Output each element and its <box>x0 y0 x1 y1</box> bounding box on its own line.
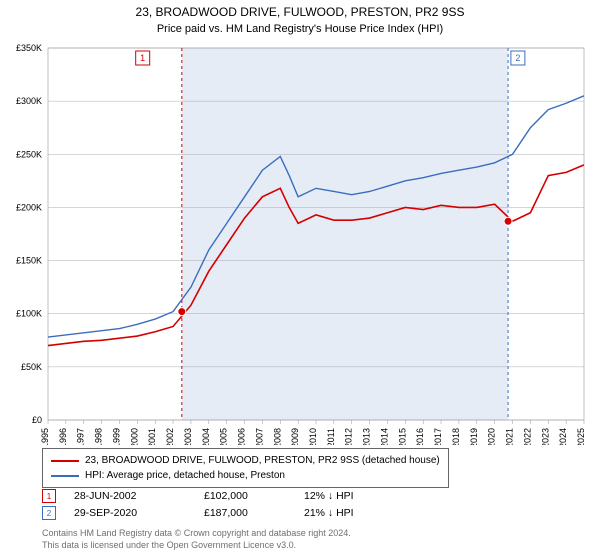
legend-row: HPI: Average price, detached house, Pres… <box>51 468 440 483</box>
legend-swatch-blue <box>51 475 79 477</box>
svg-text:1: 1 <box>140 53 145 63</box>
svg-text:2024: 2024 <box>558 428 568 445</box>
price-chart: 23, BROADWOOD DRIVE, FULWOOD, PRESTON, P… <box>0 0 600 445</box>
footer-line2: This data is licensed under the Open Gov… <box>42 540 351 552</box>
svg-text:2000: 2000 <box>129 428 139 445</box>
svg-text:2011: 2011 <box>326 428 336 445</box>
sale-row: 1 28-JUN-2002 £102,000 12% ↓ HPI <box>42 489 394 503</box>
sale-marker-2: 2 <box>42 506 56 520</box>
sale-rows: 1 28-JUN-2002 £102,000 12% ↓ HPI 2 29-SE… <box>42 489 394 523</box>
svg-text:2004: 2004 <box>201 428 211 445</box>
svg-text:2015: 2015 <box>397 428 407 445</box>
svg-text:2013: 2013 <box>362 428 372 445</box>
svg-text:1998: 1998 <box>94 428 104 445</box>
svg-text:1996: 1996 <box>58 428 68 445</box>
svg-text:2008: 2008 <box>272 428 282 445</box>
svg-text:2006: 2006 <box>237 428 247 445</box>
legend-row: 23, BROADWOOD DRIVE, FULWOOD, PRESTON, P… <box>51 453 440 468</box>
svg-text:2018: 2018 <box>451 428 461 445</box>
svg-text:1999: 1999 <box>111 428 121 445</box>
svg-text:2022: 2022 <box>522 428 532 445</box>
svg-text:2003: 2003 <box>183 428 193 445</box>
svg-text:£300K: £300K <box>16 96 42 106</box>
sale-hpi: 12% ↓ HPI <box>304 490 394 502</box>
sale-date: 29-SEP-2020 <box>74 507 204 519</box>
svg-text:2017: 2017 <box>433 428 443 445</box>
svg-text:2005: 2005 <box>219 428 229 445</box>
sale-row: 2 29-SEP-2020 £187,000 21% ↓ HPI <box>42 506 394 520</box>
svg-text:1997: 1997 <box>76 428 86 445</box>
svg-text:Price paid vs. HM Land Registr: Price paid vs. HM Land Registry's House … <box>157 23 443 35</box>
sale-date: 28-JUN-2002 <box>74 490 204 502</box>
svg-text:£150K: £150K <box>16 256 42 266</box>
legend-label: HPI: Average price, detached house, Pres… <box>85 468 285 483</box>
svg-text:2: 2 <box>515 53 520 63</box>
svg-text:2014: 2014 <box>379 428 389 445</box>
svg-text:2021: 2021 <box>505 428 515 445</box>
svg-text:2025: 2025 <box>576 428 586 445</box>
svg-text:£100K: £100K <box>16 309 42 319</box>
svg-text:2007: 2007 <box>254 428 264 445</box>
legend-label: 23, BROADWOOD DRIVE, FULWOOD, PRESTON, P… <box>85 453 440 468</box>
footer-line1: Contains HM Land Registry data © Crown c… <box>42 528 351 540</box>
svg-text:2012: 2012 <box>344 428 354 445</box>
svg-text:2020: 2020 <box>487 428 497 445</box>
sale-price: £187,000 <box>204 507 304 519</box>
svg-text:£0: £0 <box>32 415 42 425</box>
sale-marker-1: 1 <box>42 489 56 503</box>
legend-swatch-red <box>51 460 79 462</box>
svg-text:2002: 2002 <box>165 428 175 445</box>
svg-text:£350K: £350K <box>16 43 42 53</box>
svg-text:23, BROADWOOD DRIVE, FULWOOD,: 23, BROADWOOD DRIVE, FULWOOD, PRESTON, P… <box>136 5 465 19</box>
svg-text:2016: 2016 <box>415 428 425 445</box>
sale-price: £102,000 <box>204 490 304 502</box>
svg-text:2019: 2019 <box>469 428 479 445</box>
svg-text:2010: 2010 <box>308 428 318 445</box>
svg-text:2023: 2023 <box>540 428 550 445</box>
legend: 23, BROADWOOD DRIVE, FULWOOD, PRESTON, P… <box>42 448 449 488</box>
svg-text:2001: 2001 <box>147 428 157 445</box>
svg-text:£200K: £200K <box>16 202 42 212</box>
footer: Contains HM Land Registry data © Crown c… <box>42 528 351 551</box>
svg-text:£250K: £250K <box>16 149 42 159</box>
sale-hpi: 21% ↓ HPI <box>304 507 394 519</box>
svg-text:1995: 1995 <box>40 428 50 445</box>
svg-text:£50K: £50K <box>21 362 42 372</box>
svg-text:2009: 2009 <box>290 428 300 445</box>
